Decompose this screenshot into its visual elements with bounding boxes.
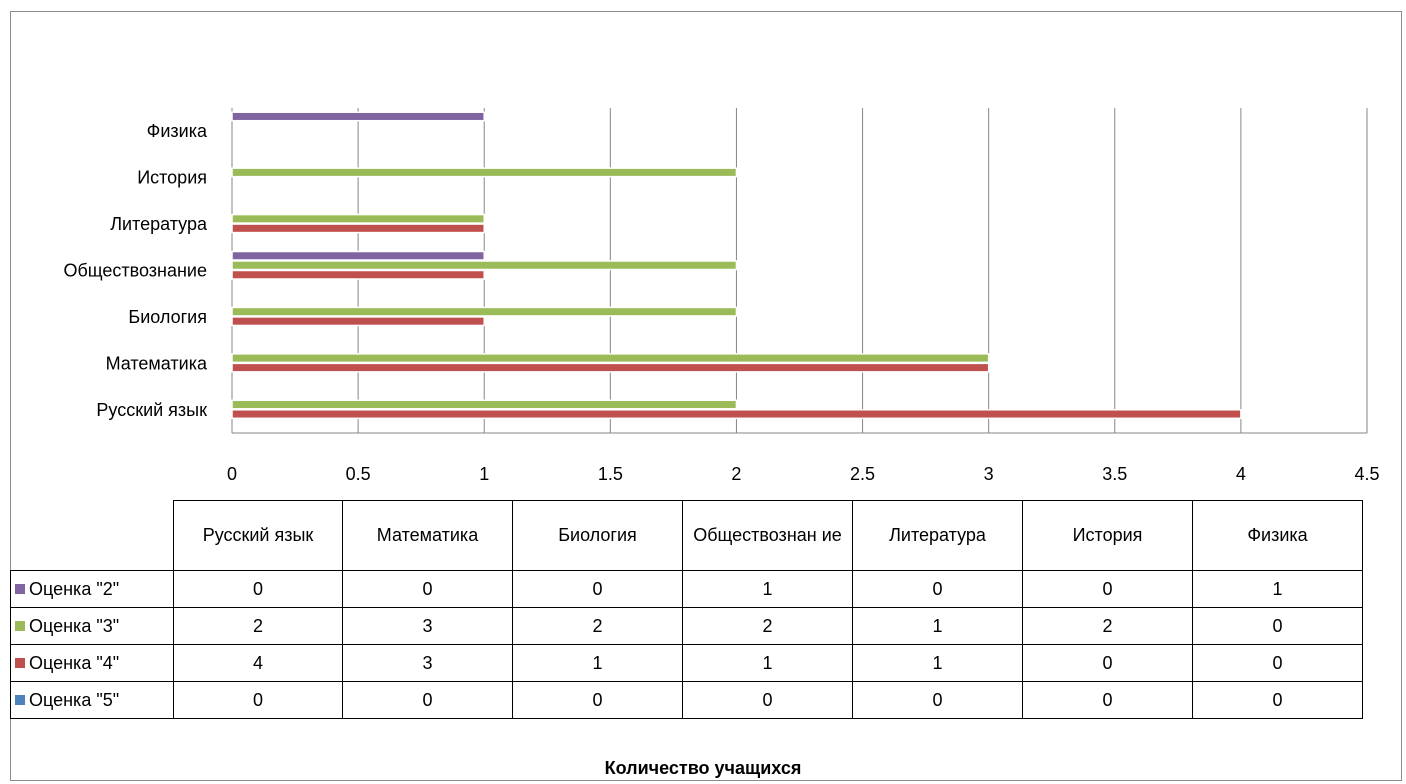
table-cell: 2 [1022, 607, 1193, 645]
category-label-математика: Математика [106, 353, 208, 373]
table-cell: 2 [682, 607, 853, 645]
bar-литература-series-2 [231, 223, 485, 234]
bar-литература-series-1 [231, 213, 485, 224]
x-tick-label: 4.5 [1354, 464, 1379, 484]
table-header-обществознание: Обществознан ие [682, 500, 853, 571]
table-cell: 1 [512, 644, 683, 682]
table-cell: 0 [1022, 570, 1193, 608]
category-label-история: История [137, 168, 207, 188]
table-row: Оценка "4" 4 3 1 1 1 0 0 [10, 644, 1363, 682]
bar-обществознание-series-2 [231, 269, 485, 280]
table-header-история: История [1022, 500, 1193, 571]
table-cell: 0 [852, 681, 1023, 719]
legend-swatch [15, 694, 25, 705]
x-tick-labels: 0 0.5 1 1.5 2 2.5 3 3.5 4 4.5 [227, 464, 1380, 484]
table-body: Оценка "2" 0 0 0 1 0 0 1 Оценка "3" 2 3 2 2 1 2 0 Оценка… [10, 570, 1363, 719]
bar-математика-series-1 [231, 353, 990, 364]
bar-обществознание-series-1 [231, 260, 738, 271]
table-cell: 0 [173, 570, 343, 608]
legend-entry: Оценка "4" [10, 644, 174, 682]
table-cell: 1 [682, 644, 853, 682]
category-label-литература: Литература [110, 214, 208, 234]
table-cell: 0 [173, 681, 343, 719]
table-header-row: Русский язык Математика Биология Обществозн… [10, 500, 1363, 571]
table-cell: 2 [512, 607, 683, 645]
table-header-русский-язык: Русский язык [173, 500, 343, 571]
bar-математика-series-2 [231, 362, 990, 373]
x-tick-label: 1 [479, 464, 489, 484]
legend-label: Оценка "5" [29, 689, 120, 710]
x-tick-label: 4 [1236, 464, 1246, 484]
table-cell: 0 [1192, 607, 1363, 645]
legend-swatch [15, 657, 25, 668]
x-tick-label: 1.5 [598, 464, 623, 484]
x-tick-label: 3.5 [1102, 464, 1127, 484]
table-cell: 1 [682, 570, 853, 608]
bar-русский-язык-series-2 [231, 409, 1242, 420]
x-tick-label: 0 [227, 464, 237, 484]
table-cell: 3 [342, 644, 513, 682]
x-tick-label: 2 [731, 464, 741, 484]
table-row: Оценка "3" 2 3 2 2 1 2 0 [10, 607, 1363, 645]
bar-биология-series-2 [231, 316, 485, 327]
table-cell: 0 [852, 570, 1023, 608]
bar-физика-series-0 [231, 111, 485, 122]
table-cell: 1 [852, 644, 1023, 682]
category-label-физика: Физика [147, 121, 208, 141]
table-cell: 0 [342, 681, 513, 719]
table-cell: 0 [342, 570, 513, 608]
table-header-литература: Литература [852, 500, 1023, 571]
legend-entry: Оценка "5" [10, 681, 174, 719]
table-cell: 1 [852, 607, 1023, 645]
category-label-биология: Биология [128, 307, 207, 327]
category-label-обществознание: Обществознание [63, 261, 207, 281]
bar-русский-язык-series-1 [231, 399, 738, 410]
x-axis-title: Количество учащихся [604, 758, 802, 778]
x-tick-label: 2.5 [850, 464, 875, 484]
table-header-физика: Физика [1192, 500, 1363, 571]
table-cell: 0 [1192, 644, 1363, 682]
table-cell: 4 [173, 644, 343, 682]
x-tick-label: 0.5 [346, 464, 371, 484]
table-row: Оценка "2" 0 0 0 1 0 0 1 [10, 570, 1363, 608]
gridlines [231, 108, 1368, 434]
table-row: Оценка "5" 0 0 0 0 0 0 0 [10, 681, 1363, 719]
legend-label: Оценка "4" [29, 652, 120, 673]
table-header-математика: Математика [342, 500, 513, 571]
table-cell: 1 [1192, 570, 1363, 608]
table-cell: 0 [512, 570, 683, 608]
data-table: Русский язык Математика Биология Обществозн… [10, 500, 1363, 719]
table-cell: 0 [512, 681, 683, 719]
table-cell: 0 [682, 681, 853, 719]
legend-label: Оценка "3" [29, 615, 120, 636]
legend-entry: Оценка "3" [10, 607, 174, 645]
legend-label: Оценка "2" [29, 578, 120, 599]
bar-обществознание-series-0 [231, 250, 485, 261]
table-header-биология: Биология [512, 500, 683, 571]
category-labels: Русский язык Математика Биология Обществозн… [63, 121, 208, 420]
bars [231, 111, 1242, 420]
legend-entry: Оценка "2" [10, 570, 174, 608]
x-tick-label: 3 [984, 464, 994, 484]
table-cell: 0 [1022, 681, 1193, 719]
table-cell: 0 [1192, 681, 1363, 719]
table-cell: 0 [1022, 644, 1193, 682]
table-cell: 2 [173, 607, 343, 645]
bar-история-series-1 [231, 167, 738, 178]
table-cell: 3 [342, 607, 513, 645]
category-label-русский-язык: Русский язык [96, 400, 207, 420]
legend-swatch [15, 583, 25, 594]
bar-биология-series-1 [231, 306, 738, 317]
legend-swatch [15, 620, 25, 631]
table-corner [10, 500, 174, 571]
